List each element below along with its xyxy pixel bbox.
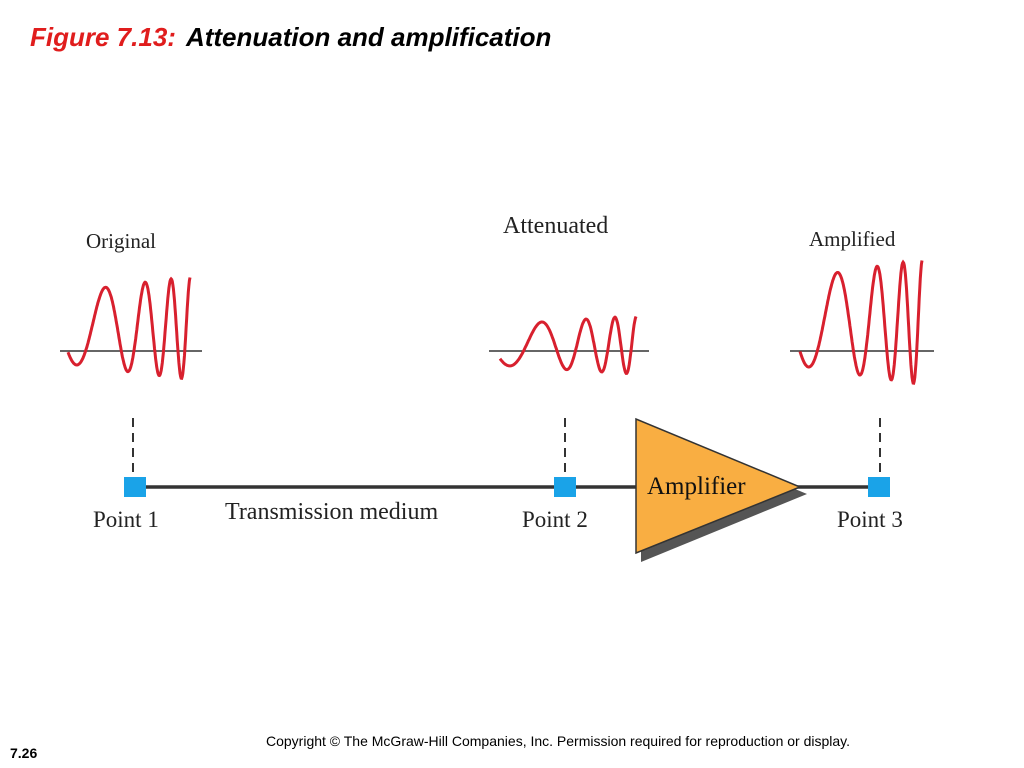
amplifier-label: Amplifier — [647, 473, 746, 500]
original-signal-label: Original — [86, 229, 156, 253]
point3-marker — [868, 477, 890, 497]
figure-caption: Attenuation and amplification — [185, 22, 552, 52]
amplified-signal-label: Amplified — [809, 227, 896, 251]
point1-marker — [124, 477, 146, 497]
point2-label: Point 2 — [522, 507, 588, 532]
original-wave — [66, 276, 192, 380]
figure-number: Figure 7.13: — [30, 22, 176, 52]
copyright-notice: Copyright © The McGraw-Hill Companies, I… — [266, 733, 851, 749]
point2-marker — [554, 477, 576, 497]
attenuated-signal-label: Attenuated — [503, 213, 608, 239]
slide-number: 7.26 — [10, 745, 38, 761]
point3-label: Point 3 — [837, 507, 903, 532]
transmission-medium-label: Transmission medium — [225, 499, 438, 525]
amplified-wave — [798, 259, 924, 385]
attenuated-wave — [498, 315, 638, 375]
point1-label: Point 1 — [93, 507, 159, 532]
amplifier-triangle — [635, 417, 802, 555]
figure-title: Figure 7.13: Attenuation and amplificatio… — [30, 22, 551, 53]
